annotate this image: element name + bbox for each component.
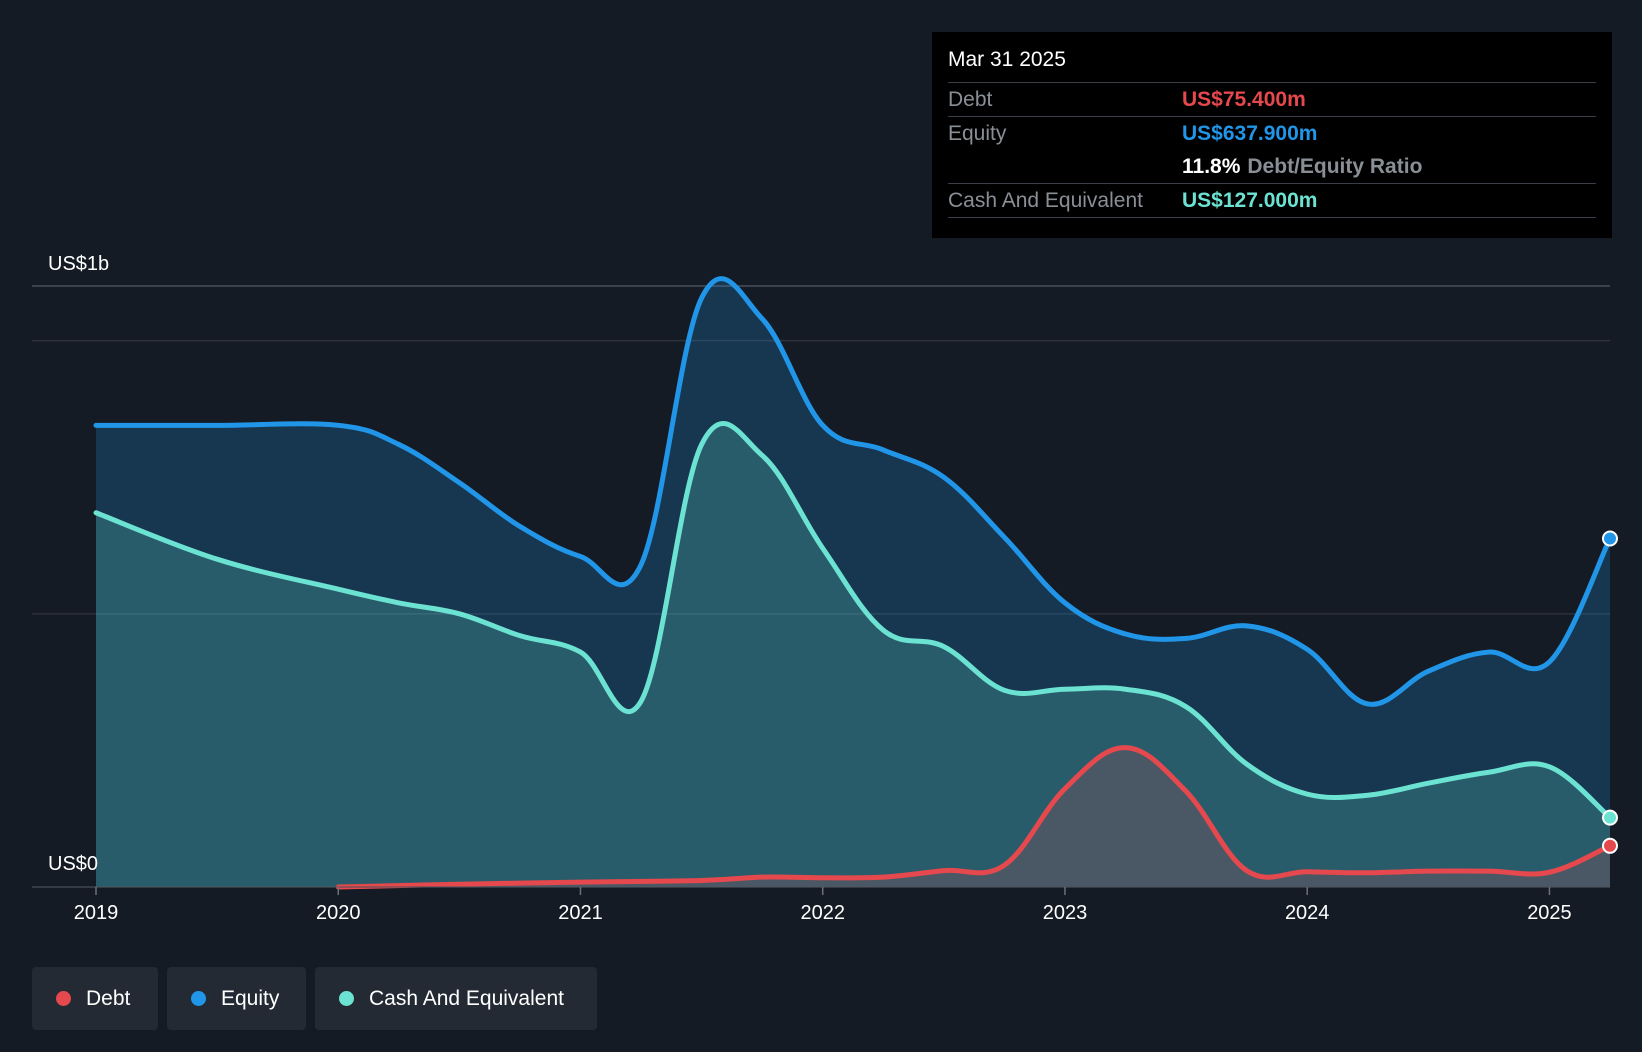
x-tick-label: 2024 <box>1285 902 1330 924</box>
legend-equity-label: Equity <box>221 986 280 1010</box>
tooltip-date: Mar 31 2025 <box>948 46 1596 83</box>
cash-dot-icon <box>339 991 354 1006</box>
x-tick-label: 2025 <box>1527 902 1572 924</box>
tooltip-equity-value: US$637.900m <box>1182 121 1318 145</box>
tooltip-equity-label: Equity <box>948 121 1007 145</box>
tooltip-cash-row: Cash And Equivalent US$127.000m <box>948 184 1596 218</box>
legend-item-equity[interactable]: Equity <box>167 967 306 1030</box>
y-axis-top-label: US$1b <box>48 253 109 275</box>
tooltip-ratio-value: 11.8% <box>1182 154 1241 178</box>
tooltip-panel: Mar 31 2025 Debt US$75.400m Equity US$63… <box>932 32 1612 238</box>
tooltip-debt-label: Debt <box>948 87 993 111</box>
x-tick-label: 2022 <box>800 902 845 924</box>
x-tick-label: 2019 <box>74 902 119 924</box>
debt-dot-icon <box>56 991 71 1006</box>
debt-line <box>335 745 1613 890</box>
cash-area <box>96 423 1610 887</box>
equity-dot-icon <box>191 991 206 1006</box>
tooltip-debt-row: Debt US$75.400m <box>948 83 1596 117</box>
x-axis-ticks: 2019 2020 2021 2022 2023 2024 2025 <box>74 887 1572 924</box>
tooltip-debt-value: US$75.400m <box>1182 87 1306 111</box>
cash-line <box>93 420 1613 821</box>
tooltip-equity-row: Equity US$637.900m <box>948 117 1596 150</box>
legend: Debt Equity Cash And Equivalent <box>32 967 597 1030</box>
series-lines <box>93 276 1613 890</box>
y-axis-bottom-label: US$0 <box>48 853 98 875</box>
series-areas <box>96 278 1610 887</box>
equity-line <box>93 276 1613 707</box>
end-markers <box>1602 530 1618 854</box>
equity-end-marker <box>1602 530 1618 547</box>
x-tick-label: 2020 <box>316 902 361 924</box>
legend-cash-label: Cash And Equivalent <box>369 986 564 1010</box>
x-tick-label: 2023 <box>1043 902 1088 924</box>
tooltip-ratio-label: Debt/Equity Ratio <box>1247 154 1423 178</box>
legend-item-debt[interactable]: Debt <box>32 967 158 1030</box>
tooltip-cash-label: Cash And Equivalent <box>948 188 1143 212</box>
equity-area <box>96 278 1610 887</box>
tooltip-ratio-row: 11.8% Debt/Equity Ratio <box>948 150 1596 184</box>
cash-end-marker <box>1602 809 1618 826</box>
legend-item-cash[interactable]: Cash And Equivalent <box>315 967 597 1030</box>
x-tick-label: 2021 <box>558 902 603 924</box>
debt-end-marker <box>1602 837 1618 854</box>
legend-debt-label: Debt <box>86 986 131 1010</box>
tooltip-cash-value: US$127.000m <box>1182 188 1318 212</box>
